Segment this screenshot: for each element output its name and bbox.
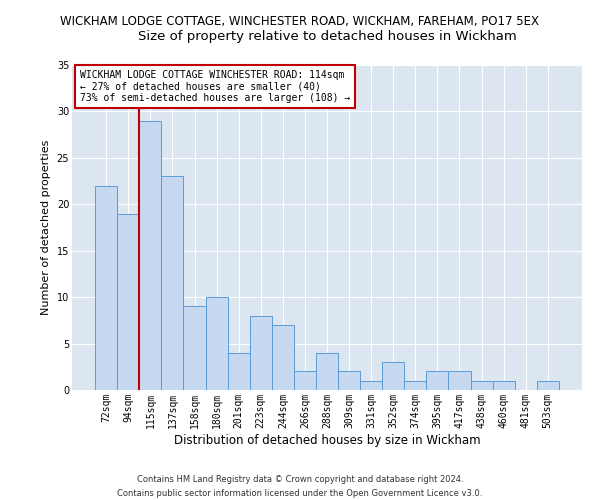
Bar — [294, 372, 316, 390]
Bar — [382, 362, 404, 390]
Bar — [117, 214, 139, 390]
X-axis label: Distribution of detached houses by size in Wickham: Distribution of detached houses by size … — [173, 434, 481, 446]
Bar — [360, 380, 382, 390]
Bar — [537, 380, 559, 390]
Bar — [272, 325, 294, 390]
Text: WICKHAM LODGE COTTAGE WINCHESTER ROAD: 114sqm
← 27% of detached houses are small: WICKHAM LODGE COTTAGE WINCHESTER ROAD: 1… — [80, 70, 350, 103]
Bar — [448, 372, 470, 390]
Bar — [493, 380, 515, 390]
Text: Contains HM Land Registry data © Crown copyright and database right 2024.
Contai: Contains HM Land Registry data © Crown c… — [118, 476, 482, 498]
Bar — [95, 186, 117, 390]
Bar — [227, 353, 250, 390]
Bar — [250, 316, 272, 390]
Bar — [316, 353, 338, 390]
Bar — [161, 176, 184, 390]
Title: Size of property relative to detached houses in Wickham: Size of property relative to detached ho… — [137, 30, 517, 43]
Bar — [404, 380, 427, 390]
Y-axis label: Number of detached properties: Number of detached properties — [41, 140, 51, 315]
Bar — [206, 297, 227, 390]
Bar — [338, 372, 360, 390]
Bar — [427, 372, 448, 390]
Bar — [139, 120, 161, 390]
Bar — [184, 306, 206, 390]
Bar — [470, 380, 493, 390]
Text: WICKHAM LODGE COTTAGE, WINCHESTER ROAD, WICKHAM, FAREHAM, PO17 5EX: WICKHAM LODGE COTTAGE, WINCHESTER ROAD, … — [61, 15, 539, 28]
